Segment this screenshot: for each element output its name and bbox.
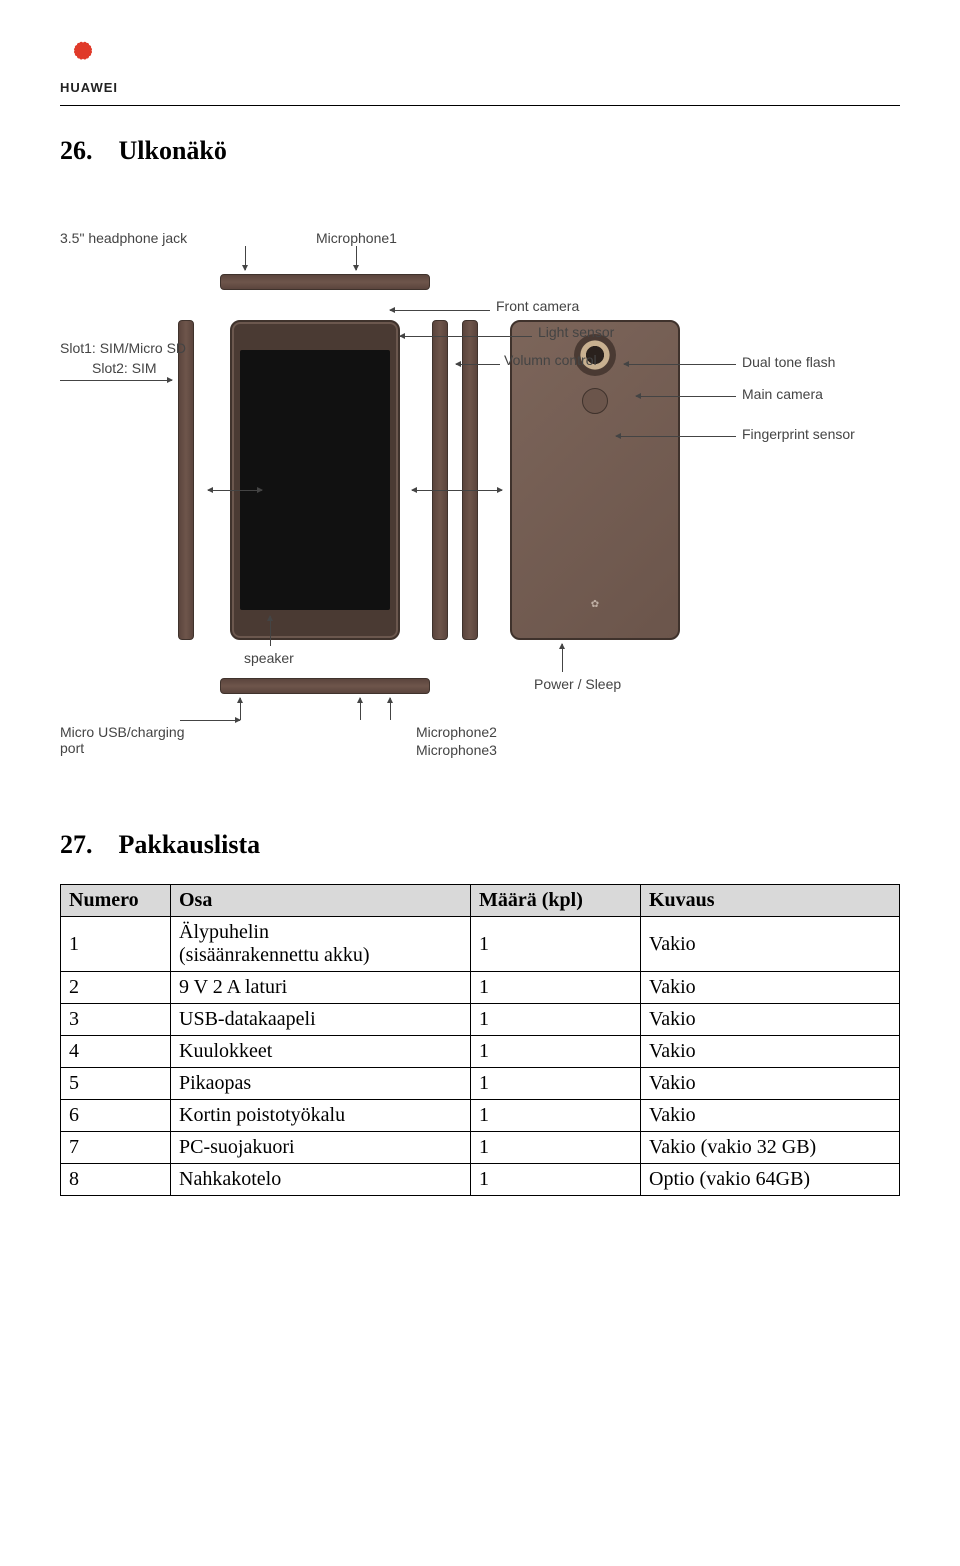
cell-osa: 9 V 2 A laturi [171,972,471,1004]
cell-maara: 1 [471,1068,641,1100]
table-row: 29 V 2 A laturi1Vakio [61,972,900,1004]
cell-maara: 1 [471,1132,641,1164]
cell-osa: Älypuhelin(sisäänrakennettu akku) [171,917,471,972]
table-row: 6Kortin poistotyökalu1Vakio [61,1100,900,1132]
col-numero: Numero [61,885,171,917]
cell-kuvaus: Vakio (vakio 32 GB) [641,1132,900,1164]
phone-front [230,320,400,640]
cell-osa: PC-suojakuori [171,1132,471,1164]
phone-left-edge [178,320,194,640]
cell-maara: 1 [471,1100,641,1132]
cell-maara: 1 [471,917,641,972]
cell-maara: 1 [471,972,641,1004]
table-header-row: Numero Osa Määrä (kpl) Kuvaus [61,885,900,917]
section-heading-packing: 27. Pakkauslista [60,830,900,860]
cell-numero: 6 [61,1100,171,1132]
table-row: 1Älypuhelin(sisäänrakennettu akku)1Vakio [61,917,900,972]
phone-diagram: ✿ 3.5" headphone jack Microphone1 Slot1:… [60,190,900,770]
section-number: 27. [60,830,93,859]
section-heading-appearance: 26. Ulkonäkö [60,136,900,166]
cell-maara: 1 [471,1036,641,1068]
cell-numero: 7 [61,1132,171,1164]
table-row: 4Kuulokkeet1Vakio [61,1036,900,1068]
label-maincam: Main camera [742,386,823,402]
label-dualflash: Dual tone flash [742,354,835,370]
cell-kuvaus: Vakio [641,1100,900,1132]
phone-back: ✿ [510,320,680,640]
table-row: 5Pikaopas1Vakio [61,1068,900,1100]
label-headphone: 3.5" headphone jack [60,230,187,246]
cell-osa: Nahkakotelo [171,1164,471,1196]
section-title: Pakkauslista [119,830,261,859]
cell-kuvaus: Optio (vakio 64GB) [641,1164,900,1196]
label-slot1: Slot1: SIM/Micro SD [60,340,186,356]
cell-osa: Pikaopas [171,1068,471,1100]
table-row: 7PC-suojakuori1Vakio (vakio 32 GB) [61,1132,900,1164]
huawei-wordmark: HUAWEI [60,80,118,95]
cell-maara: 1 [471,1004,641,1036]
label-volume: Volumn control [504,352,597,368]
cell-numero: 2 [61,972,171,1004]
table-row: 3USB-datakaapeli1Vakio [61,1004,900,1036]
label-frontcam: Front camera [496,298,579,314]
cell-numero: 5 [61,1068,171,1100]
header: HUAWEI [60,40,900,106]
phone-right-edge-a [432,320,448,640]
cell-maara: 1 [471,1164,641,1196]
label-mic1: Microphone1 [316,230,397,246]
huawei-flower-icon [60,40,106,78]
col-kuvaus: Kuvaus [641,885,900,917]
cell-numero: 3 [61,1004,171,1036]
cell-kuvaus: Vakio [641,1036,900,1068]
cell-osa: Kuulokkeet [171,1036,471,1068]
phone-top-edge [220,274,430,290]
label-mic2: Microphone2 [416,724,497,740]
cell-kuvaus: Vakio [641,1068,900,1100]
cell-osa: USB-datakaapeli [171,1004,471,1036]
section-number: 26. [60,136,93,165]
phone-right-edge-b [462,320,478,640]
label-slot2: Slot2: SIM [92,360,157,376]
cell-kuvaus: Vakio [641,972,900,1004]
packing-table: Numero Osa Määrä (kpl) Kuvaus 1Älypuheli… [60,884,900,1196]
col-osa: Osa [171,885,471,917]
cell-kuvaus: Vakio [641,917,900,972]
label-light: Light sensor [538,324,614,340]
label-mic3: Microphone3 [416,742,497,758]
label-micusb: Micro USB/charging port [60,724,210,756]
cell-numero: 8 [61,1164,171,1196]
label-power: Power / Sleep [534,676,621,692]
phone-bottom-edge [220,678,430,694]
cell-osa: Kortin poistotyökalu [171,1100,471,1132]
label-fingerprint: Fingerprint sensor [742,426,855,442]
col-maara: Määrä (kpl) [471,885,641,917]
section-title: Ulkonäkö [119,136,227,165]
huawei-logo: HUAWEI [60,40,900,95]
cell-numero: 4 [61,1036,171,1068]
label-speaker: speaker [244,650,294,666]
cell-numero: 1 [61,917,171,972]
table-row: 8Nahkakotelo1Optio (vakio 64GB) [61,1164,900,1196]
cell-kuvaus: Vakio [641,1004,900,1036]
